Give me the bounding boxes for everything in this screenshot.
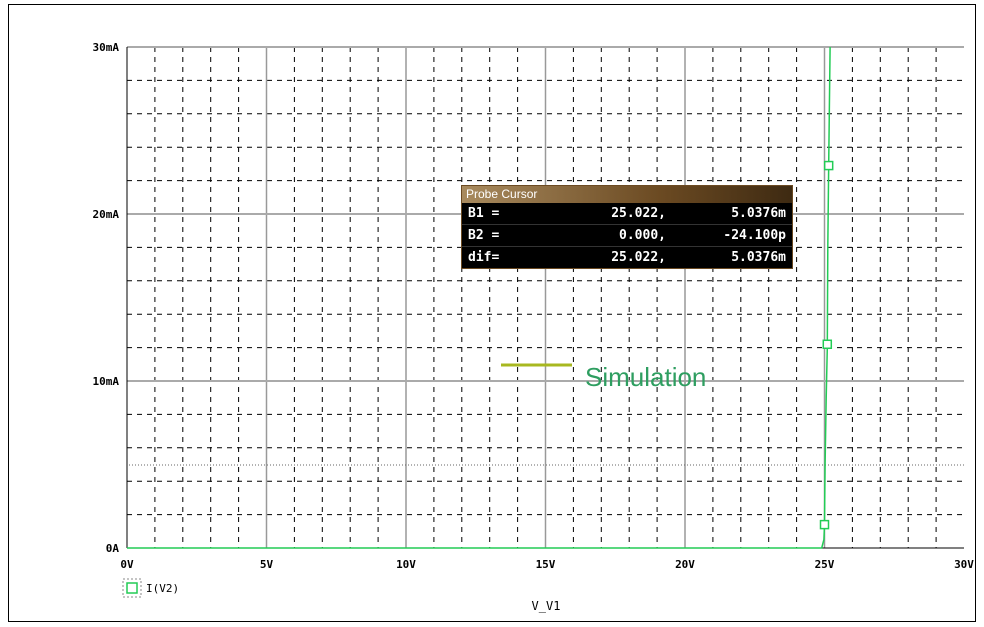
probe-row-label: dif= (468, 250, 500, 265)
probe-row-dif: dif= 25.022, 5.0376m (462, 247, 792, 268)
grid-lines (127, 46, 964, 548)
x-tick-label: 5V (260, 558, 274, 571)
probe-row-y: 5.0376m (731, 206, 786, 221)
probe-cursor-title[interactable]: Probe Cursor (462, 186, 792, 203)
x-tick-label: 10V (396, 558, 416, 571)
y-tick-label: 10mA (93, 375, 120, 388)
x-tick-labels: 0V 5V 10V 15V 20V 25V 30V (120, 558, 974, 571)
probe-row-x: 25.022, (611, 250, 666, 265)
series-marker (819, 519, 830, 530)
x-tick-label: 25V (815, 558, 835, 571)
legend-marker-frame (122, 578, 142, 598)
legend: I(V2) (122, 578, 179, 598)
series-marker (823, 160, 834, 171)
probe-row-label: B1 = (468, 206, 500, 221)
probe-cursor-window[interactable]: Probe Cursor B1 = 25.022, 5.0376m B2 = 0… (461, 185, 793, 269)
x-axis-title: V_V1 (532, 599, 561, 613)
plot-svg: 0V 5V 10V 15V 20V 25V 30V 0A 10mA 20mA 30mA Simul… (93, 41, 975, 613)
x-tick-label: 15V (536, 558, 556, 571)
series-layer (127, 46, 834, 549)
legend-square-icon (126, 582, 138, 594)
probe-row-b2: B2 = 0.000, -24.100p (462, 225, 792, 247)
x-tick-label: 30V (954, 558, 974, 571)
simulation-annotation-text: Simulation (585, 362, 706, 392)
x-tick-label: 20V (675, 558, 695, 571)
probe-row-x: 0.000, (619, 228, 666, 243)
y-tick-label: 30mA (93, 41, 120, 54)
legend-series-label: I(V2) (146, 582, 179, 595)
plot-window: 0V 5V 10V 15V 20V 25V 30V 0A 10mA 20mA 30mA Simul… (8, 4, 976, 622)
probe-row-y: -24.100p (723, 228, 786, 243)
y-tick-label: 20mA (93, 208, 120, 221)
y-tick-label: 0A (106, 542, 120, 555)
probe-row-y: 5.0376m (731, 250, 786, 265)
x-tick-label: 0V (120, 558, 134, 571)
y-tick-labels: 0A 10mA 20mA 30mA (93, 41, 120, 555)
series-line (127, 46, 831, 549)
probe-row-x: 25.022, (611, 206, 666, 221)
series-marker (822, 339, 833, 350)
probe-row-b1: B1 = 25.022, 5.0376m (462, 203, 792, 225)
probe-row-label: B2 = (468, 228, 500, 243)
